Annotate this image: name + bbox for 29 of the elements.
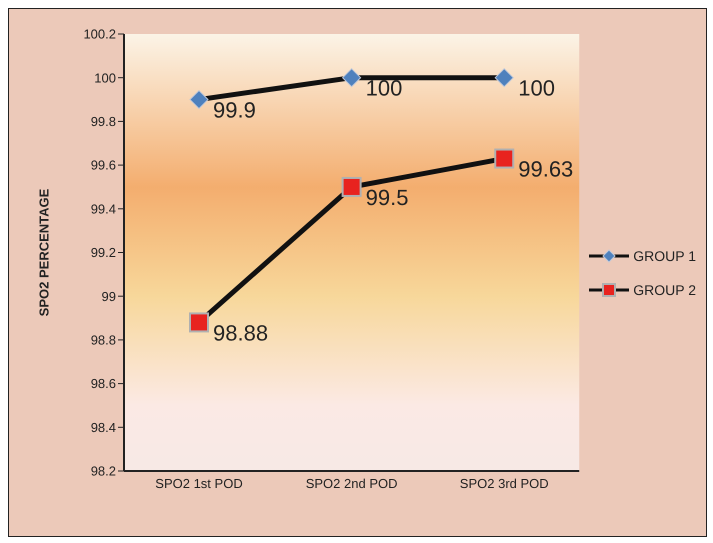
y-tick-label: 99 [102,288,116,304]
data-label: 99.63 [518,156,574,182]
data-label: 100 [366,76,402,101]
point [189,312,209,332]
y-axis-title: SPO2 PERCENTAGE [36,188,52,316]
y-tick-label: 98.6 [90,376,116,392]
y-tick-label: 100 [94,70,116,86]
data-label: 99.5 [366,184,408,210]
point [342,68,362,88]
point [342,176,362,197]
point [494,148,514,169]
y-tick-label: 99.6 [90,158,116,173]
data-label: 98.88 [213,320,268,346]
data-label: 99.9 [213,98,256,123]
y-tick-label: 99.4 [90,201,116,216]
y-tick-label: 100.2 [83,26,116,42]
y-tick-label: 99.8 [90,114,116,130]
point [494,68,514,88]
y-tick-label: 98.8 [90,332,116,348]
y-tick-label: 99.2 [90,245,116,260]
x-tick-label: SPO2 3rd POD [460,476,549,492]
x-tick-label: SPO2 2nd POD [306,476,398,492]
point [190,90,208,110]
legend-label: GROUP 1 [633,248,696,264]
x-tick-label: SPO2 1st POD [155,476,243,492]
legend-label: GROUP 2 [633,282,696,298]
data-label: 100 [518,76,555,101]
y-tick-label: 98.2 [90,464,116,479]
y-tick-label: 98.4 [90,420,116,435]
